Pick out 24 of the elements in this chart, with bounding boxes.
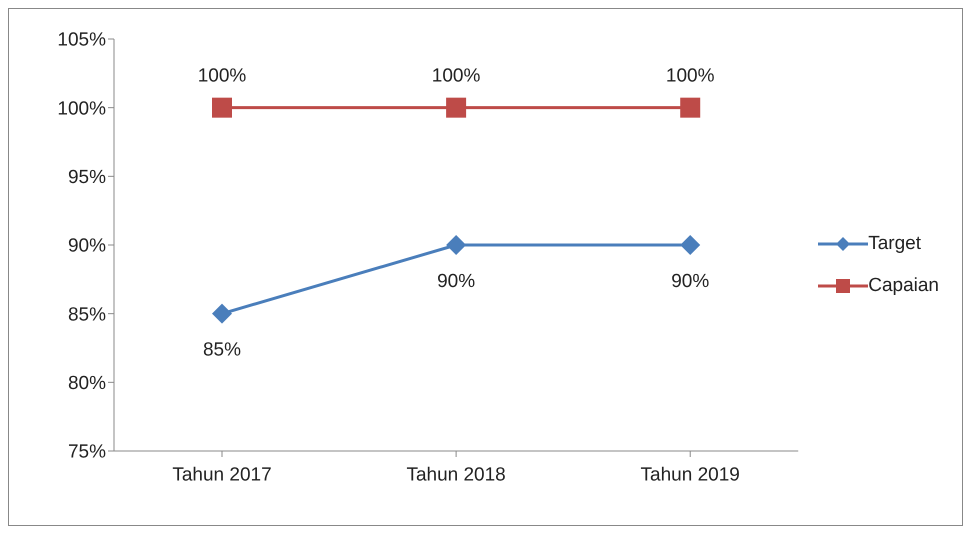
point xyxy=(446,235,466,255)
data-label: 100% xyxy=(666,66,715,87)
data-label: 90% xyxy=(671,271,710,292)
y-tick-label: 80% xyxy=(68,373,106,394)
data-label: 100% xyxy=(198,66,246,87)
y-tick-label: 85% xyxy=(68,304,106,326)
y-tick-label: 100% xyxy=(57,98,106,120)
y-tick-label: 95% xyxy=(68,167,106,188)
x-tick-label: Tahun 2017 xyxy=(172,464,272,486)
legend-label: Target xyxy=(868,233,922,255)
y-tick-label: 90% xyxy=(68,236,106,257)
data-label: 90% xyxy=(437,271,476,292)
legend-label: Capaian xyxy=(868,275,939,297)
x-tick-label: Tahun 2018 xyxy=(406,464,506,486)
data-label: 100% xyxy=(432,66,481,87)
x-tick-label: Tahun 2019 xyxy=(640,464,740,486)
point xyxy=(446,98,466,118)
point xyxy=(680,98,700,118)
data-label: 85% xyxy=(202,340,242,361)
point xyxy=(680,235,700,255)
point xyxy=(212,304,232,324)
point xyxy=(212,98,232,118)
y-tick-label: 75% xyxy=(68,442,106,463)
y-tick-label: 105% xyxy=(57,30,106,51)
